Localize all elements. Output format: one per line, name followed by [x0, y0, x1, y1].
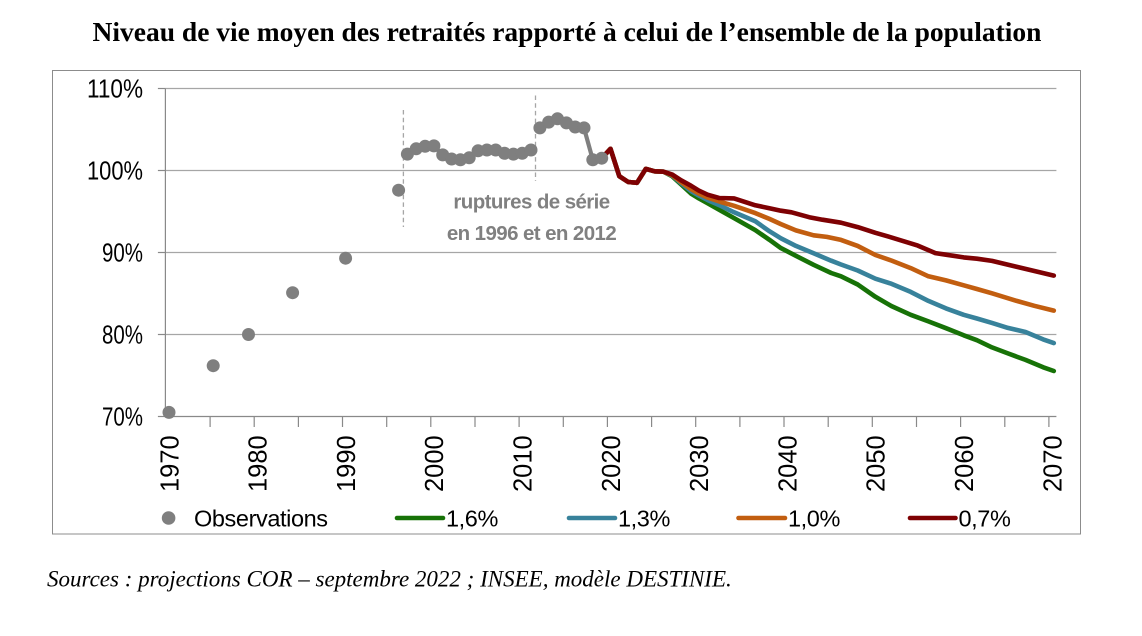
- svg-text:2010: 2010: [510, 435, 538, 492]
- svg-text:2030: 2030: [686, 435, 714, 492]
- svg-text:0,7%: 0,7%: [959, 506, 1011, 532]
- svg-text:Observations: Observations: [194, 506, 328, 532]
- svg-text:2040: 2040: [774, 435, 802, 492]
- svg-text:en 1996 et en 2012: en 1996 et en 2012: [447, 222, 616, 245]
- svg-text:80%: 80%: [102, 320, 143, 350]
- svg-text:2000: 2000: [421, 435, 449, 492]
- svg-text:1,3%: 1,3%: [618, 506, 670, 532]
- svg-text:70%: 70%: [102, 402, 143, 432]
- svg-text:110%: 110%: [87, 74, 143, 104]
- svg-text:Niveau de vie moyen des retrai: Niveau de vie moyen des retraités rappor…: [93, 16, 1042, 47]
- svg-text:1980: 1980: [245, 435, 273, 492]
- svg-text:1,6%: 1,6%: [446, 506, 498, 532]
- svg-text:2050: 2050: [863, 435, 891, 492]
- svg-text:2070: 2070: [1039, 435, 1067, 492]
- svg-text:100%: 100%: [87, 156, 143, 186]
- svg-text:Sources : projections COR – se: Sources : projections COR – septembre 20…: [47, 567, 732, 592]
- svg-text:2020: 2020: [598, 435, 626, 492]
- svg-text:1990: 1990: [333, 435, 361, 492]
- svg-text:1,0%: 1,0%: [788, 506, 840, 532]
- svg-text:1970: 1970: [156, 435, 184, 492]
- svg-text:2060: 2060: [951, 435, 979, 492]
- svg-text:90%: 90%: [102, 238, 143, 268]
- svg-text:ruptures de série: ruptures de série: [453, 191, 609, 214]
